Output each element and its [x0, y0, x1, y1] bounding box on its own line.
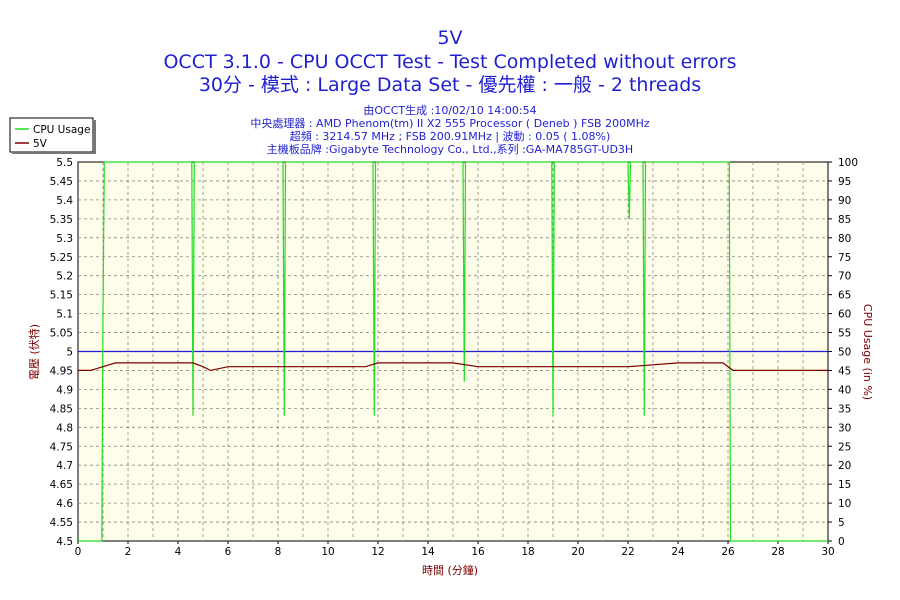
chart-title: 5V [437, 27, 462, 49]
legend-shadow [93, 120, 96, 154]
y2-tick-label: 5 [838, 517, 845, 529]
y-tick-label: 5.2 [56, 271, 73, 283]
info-line-2: 中央處理器 : AMD Phenom(tm) II X2 555 Process… [250, 116, 650, 130]
info-line-1: 由OCCT生成 :10/02/10 14:00:54 [363, 103, 536, 117]
y-tick-label: 5.35 [50, 214, 73, 226]
x-tick-label: 26 [721, 546, 735, 558]
y-tick-label: 5.3 [56, 233, 73, 245]
y2-tick-label: 45 [838, 365, 851, 377]
y-tick-label: 4.5 [56, 536, 73, 548]
y2-axis-label: CPU Usage (in %) [861, 304, 874, 400]
legend-shadow-bottom [12, 152, 96, 154]
y-tick-label: 4.65 [50, 479, 73, 491]
y-tick-label: 5.5 [56, 157, 73, 169]
chart-subtitle-1: OCCT 3.1.0 - CPU OCCT Test - Test Comple… [163, 51, 736, 73]
y2-tick-label: 20 [838, 460, 851, 472]
y-tick-label: 5.05 [50, 328, 73, 340]
chart-subtitle-2: 30分 - 模式 : Large Data Set - 優先權 : 一般 - 2… [199, 74, 701, 96]
x-tick-label: 8 [275, 546, 282, 558]
x-tick-label: 20 [571, 546, 584, 558]
y-axis-label: 電壓 (伏特) [27, 324, 41, 380]
titles: 5V OCCT 3.1.0 - CPU OCCT Test - Test Com… [163, 27, 736, 156]
y-tick-label: 4.75 [50, 441, 73, 453]
x-tick-label: 2 [125, 546, 132, 558]
x-tick-label: 18 [521, 546, 534, 558]
y-tick-label: 4.6 [56, 498, 73, 510]
series-lines [78, 161, 828, 542]
y2-tick-label: 15 [838, 479, 851, 491]
y-tick-label: 5.15 [50, 290, 73, 302]
y-tick-label: 4.95 [50, 365, 73, 377]
legend-label-5v: 5V [33, 138, 48, 150]
y2-tick-label: 70 [838, 271, 851, 283]
y2-tick-label: 50 [838, 347, 851, 359]
y-tick-label: 5.45 [50, 176, 73, 188]
y-tick-label: 4.9 [56, 384, 73, 396]
info-line-3: 超頻 : 3214.57 MHz ; FSB 200.91MHz | 波動 : … [290, 129, 611, 143]
series-line-5v [78, 362, 828, 372]
y-tick-label: 5.4 [56, 195, 73, 207]
series-line-cpu-usage [78, 161, 828, 542]
x-tick-label: 4 [175, 546, 182, 558]
y2-tick-label: 80 [838, 233, 851, 245]
x-tick-label: 0 [75, 546, 82, 558]
y2-tick-label: 35 [838, 403, 851, 415]
y2-tick-label: 100 [838, 157, 858, 169]
x-tick-label: 12 [371, 546, 384, 558]
y2-tick-label: 55 [838, 328, 851, 340]
info-line-4: 主機板品牌 :Gigabyte Technology Co., Ltd.,系列 … [267, 142, 633, 156]
y2-tick-label: 0 [838, 536, 845, 548]
y2-tick-label: 65 [838, 290, 851, 302]
y2-tick-label: 95 [838, 176, 851, 188]
x-tick-label: 28 [771, 546, 784, 558]
y2-tick-label: 40 [838, 384, 851, 396]
y2-tick-label: 85 [838, 214, 851, 226]
grid [78, 162, 828, 541]
legend: CPU Usage 5V [9, 117, 96, 154]
y2-tick-label: 90 [838, 195, 851, 207]
x-tick-label: 6 [225, 546, 232, 558]
y-tick-label: 5 [66, 347, 73, 359]
x-axis-label: 時間 (分鐘) [422, 563, 478, 577]
legend-label-cpu: CPU Usage [33, 124, 90, 136]
y-tick-label: 4.8 [56, 422, 73, 434]
x-tick-label: 30 [821, 546, 834, 558]
x-tick-label: 10 [321, 546, 334, 558]
y-tick-label: 4.7 [56, 460, 73, 472]
y2-tick-label: 75 [838, 252, 851, 264]
x-tick-label: 24 [671, 546, 685, 558]
y-tick-label: 4.55 [50, 517, 73, 529]
y2-tick-label: 60 [838, 309, 851, 321]
x-tick-label: 22 [621, 546, 634, 558]
y-tick-label: 4.85 [50, 403, 73, 415]
y2-tick-label: 10 [838, 498, 851, 510]
y2-tick-label: 25 [838, 441, 851, 453]
y-tick-label: 5.25 [50, 252, 73, 264]
tick-labels: 0 2 4 6 8 10 12 14 16 18 20 22 24 26 28 304.54.554.64.6… [50, 157, 858, 558]
y-tick-label: 5.1 [56, 309, 73, 321]
x-tick-label: 16 [471, 546, 485, 558]
y2-tick-label: 30 [838, 422, 851, 434]
x-tick-label: 14 [421, 546, 435, 558]
